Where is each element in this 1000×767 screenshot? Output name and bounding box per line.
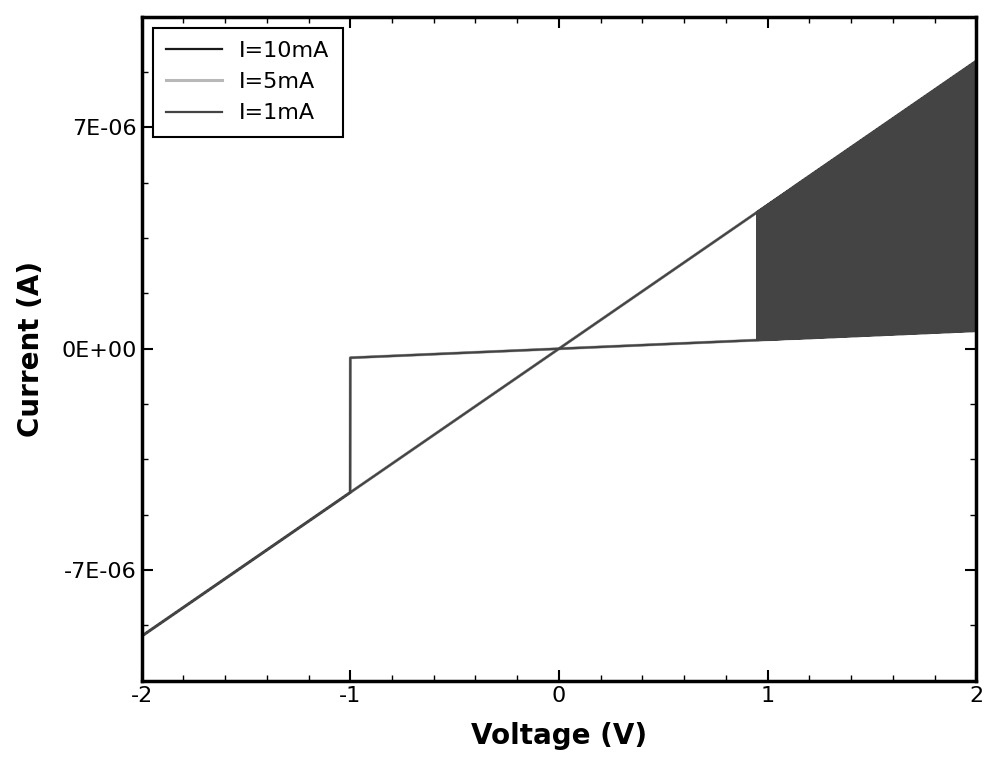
I=5mA [219,574,231,583]
I=1mA [740,336,752,345]
I=10mA [817,162,829,171]
Line: I=5mA: I=5mA [142,61,976,637]
Legend: I=10mA, I=5mA, I=1mA: I=10mA, I=5mA, I=1mA [153,28,343,137]
I=1mA [567,334,579,344]
I=5mA [567,334,579,344]
I=1mA [744,212,756,222]
I=10mA [136,632,148,641]
I=10mA [136,632,148,641]
Line: I=10mA: I=10mA [142,61,976,637]
X-axis label: Voltage (V): Voltage (V) [471,723,647,750]
I=5mA [478,396,490,405]
Line: I=1mA: I=1mA [142,61,976,637]
I=1mA [136,632,148,641]
I=10mA [970,57,982,66]
I=1mA [219,574,231,583]
I=1mA [478,396,490,405]
I=1mA [970,57,982,66]
I=10mA [219,574,231,583]
I=5mA [817,162,829,171]
I=1mA [817,162,829,171]
I=1mA [136,632,148,641]
I=10mA [740,336,752,345]
I=5mA [136,632,148,641]
I=5mA [136,632,148,641]
I=5mA [744,212,756,222]
Y-axis label: Current (A): Current (A) [17,261,45,436]
I=5mA [740,336,752,345]
I=10mA [478,396,490,405]
I=5mA [970,57,982,66]
I=10mA [744,212,756,222]
I=10mA [567,334,579,344]
